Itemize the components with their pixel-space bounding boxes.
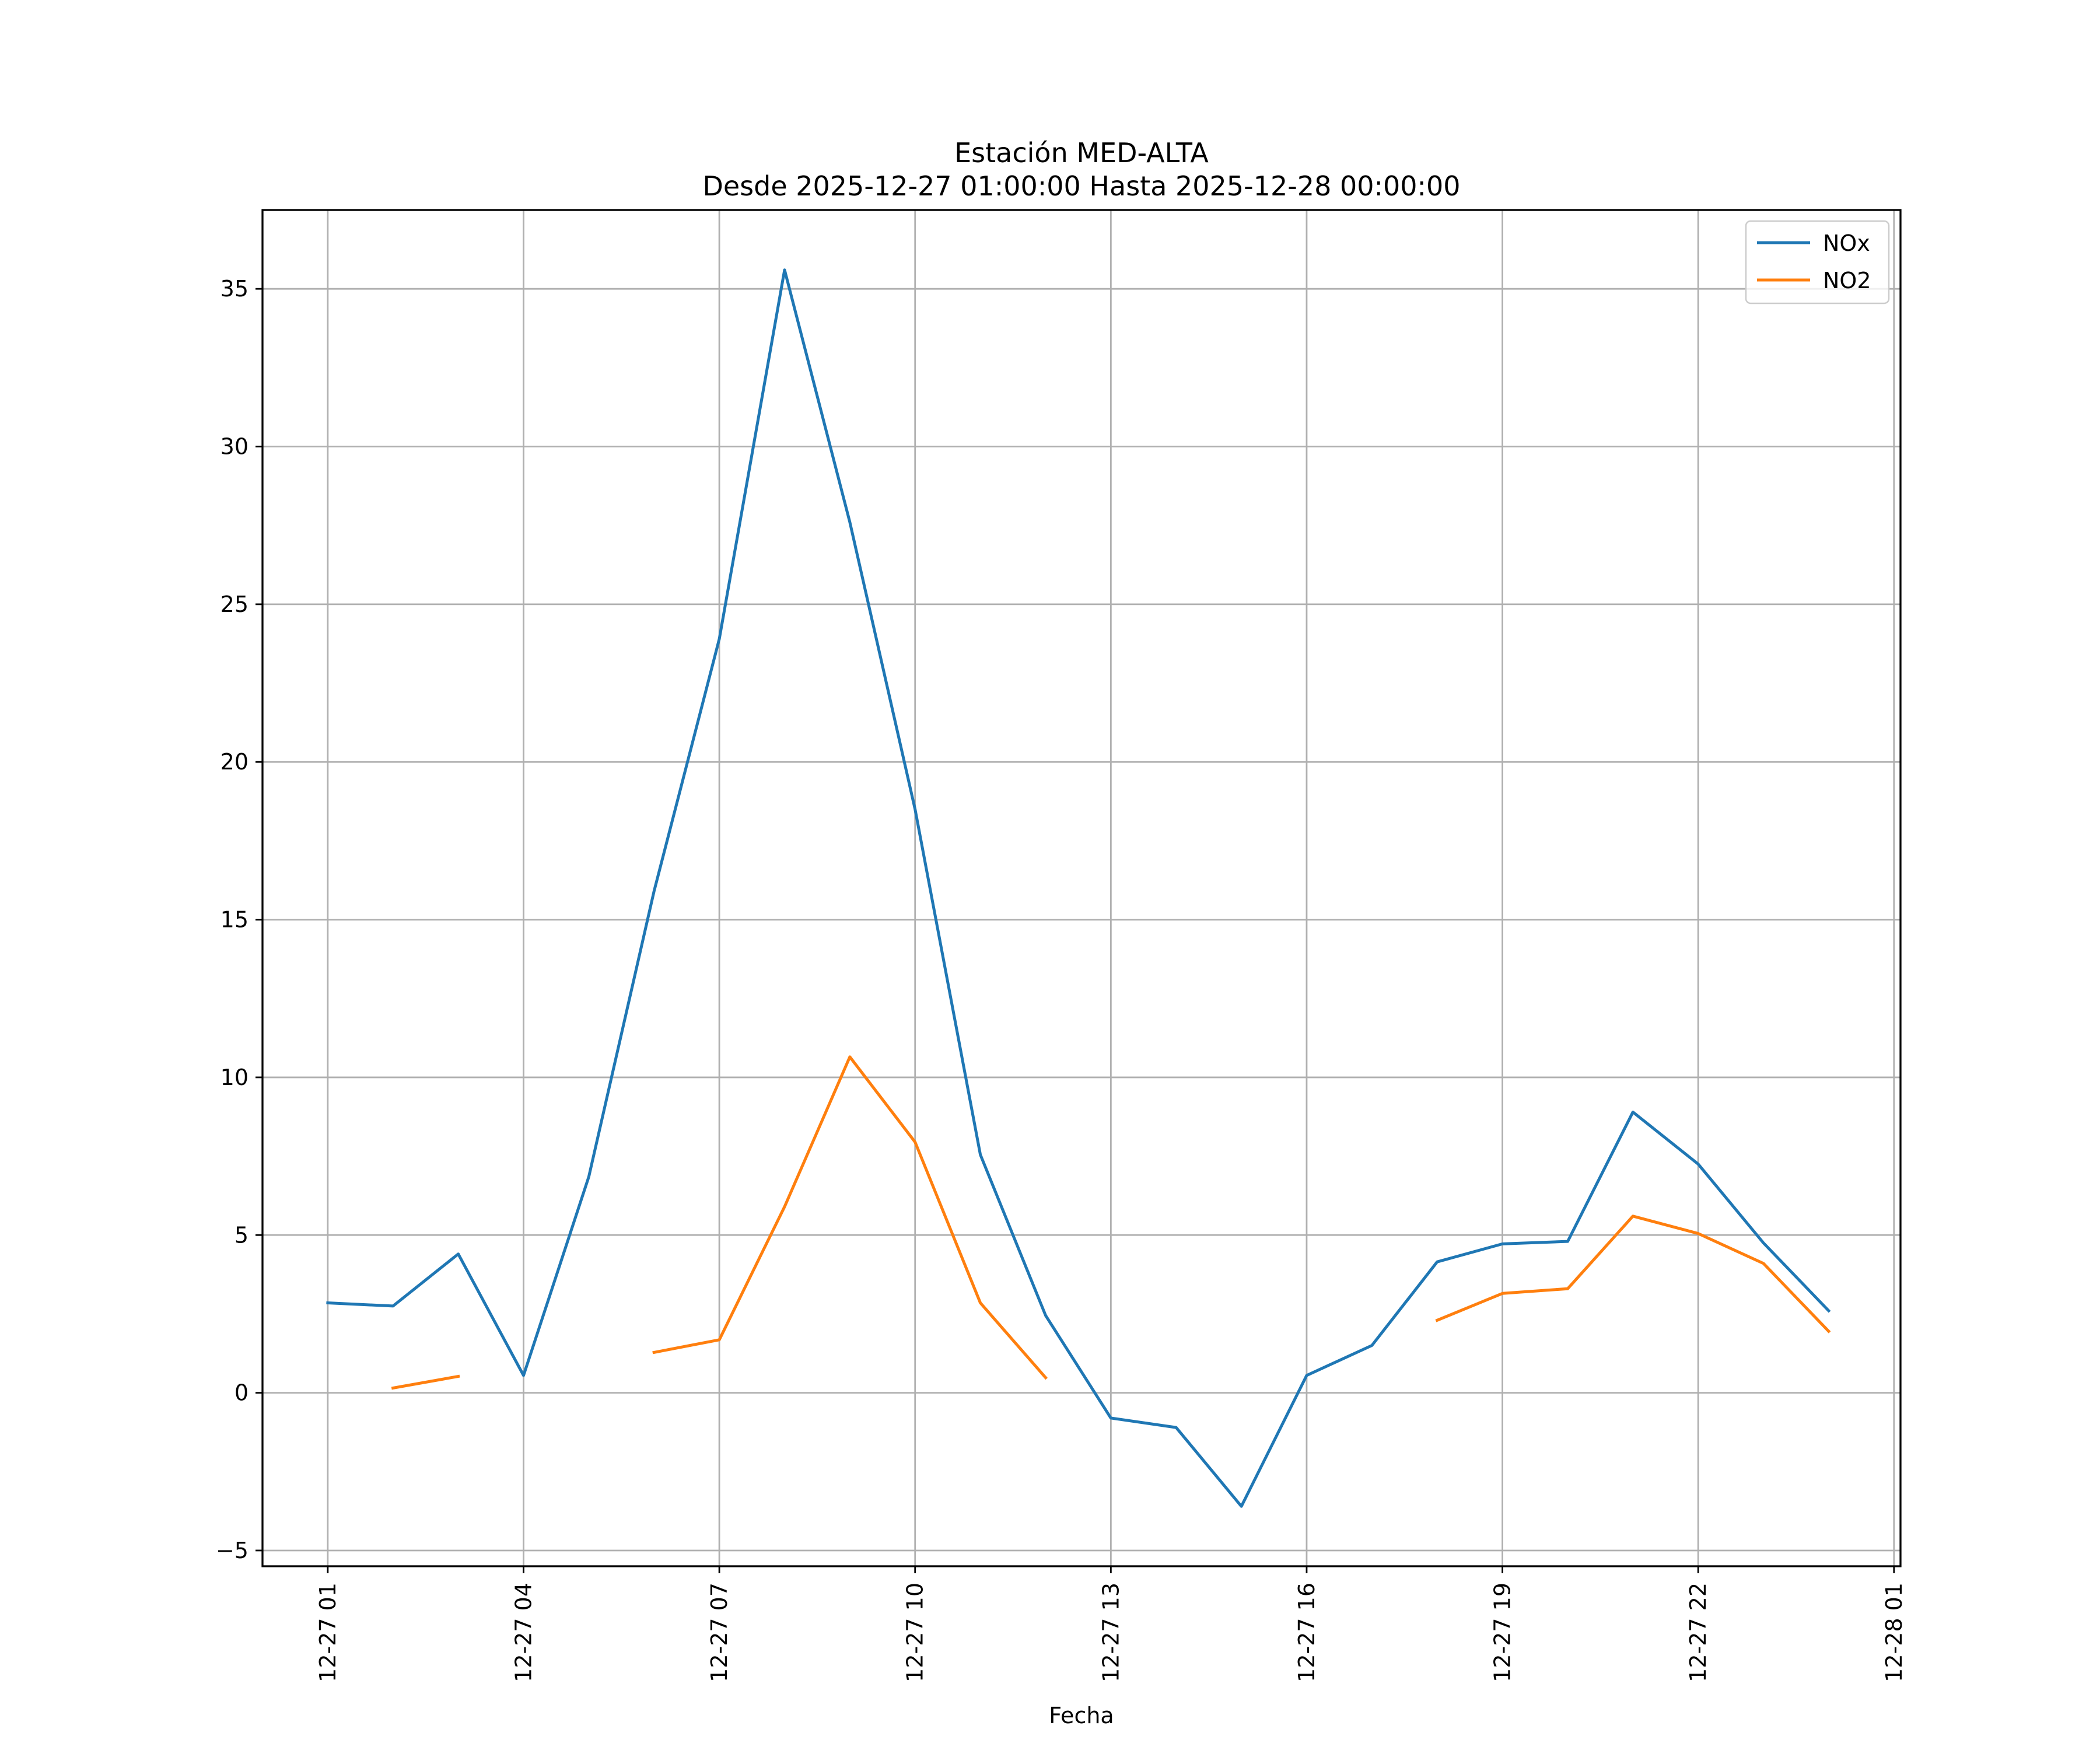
y-tick-label: 20 [220,749,249,775]
y-tick-label: 10 [220,1065,249,1090]
x-tick-label: 12-27 07 [706,1583,732,1682]
y-tick-label: 0 [235,1380,249,1406]
legend: NOx NO2 [1745,220,1890,304]
x-tick-label: 12-28 01 [1881,1583,1907,1682]
x-axis-label: Fecha [1049,1703,1114,1728]
x-tick-label: 12-27 22 [1685,1583,1711,1682]
ticks: −5 0 5 10 15 20 25 30 35 12-27 01 12-27 04 12-27 07… [216,276,1907,1682]
legend-label-no2: NO2 [1823,268,1871,293]
y-tick-label: 5 [235,1222,249,1248]
y-tick-label: 25 [220,592,249,617]
x-tick-label: 12-27 04 [510,1583,536,1682]
grid [262,210,1901,1566]
y-tick-label: 35 [220,276,249,302]
x-tick-label: 12-27 19 [1490,1583,1516,1682]
chart-subtitle: Desde 2025-12-27 01:00:00 Hasta 2025-12-… [702,170,1460,202]
series-nox [326,268,1831,1508]
legend-label-nox: NOx [1823,230,1870,256]
series-line-nox [326,268,1831,1508]
series-line-no2 [1435,1214,1831,1334]
y-tick-label: −5 [216,1538,249,1563]
plot-frame [261,209,1902,1567]
chart-title: Estación MED-ALTA [954,137,1209,169]
x-tick-label: 12-27 13 [1098,1583,1124,1682]
series-layer [326,268,1831,1508]
series-line-no2 [652,1055,1048,1380]
x-tick-label: 12-27 01 [315,1583,341,1682]
x-tick-label: 12-27 10 [902,1583,928,1682]
x-tick-label: 12-27 16 [1294,1583,1320,1682]
y-tick-label: 30 [220,434,249,460]
series-line-no2 [391,1374,460,1390]
series-no2 [391,1055,1831,1390]
y-tick-label: 15 [220,907,249,933]
